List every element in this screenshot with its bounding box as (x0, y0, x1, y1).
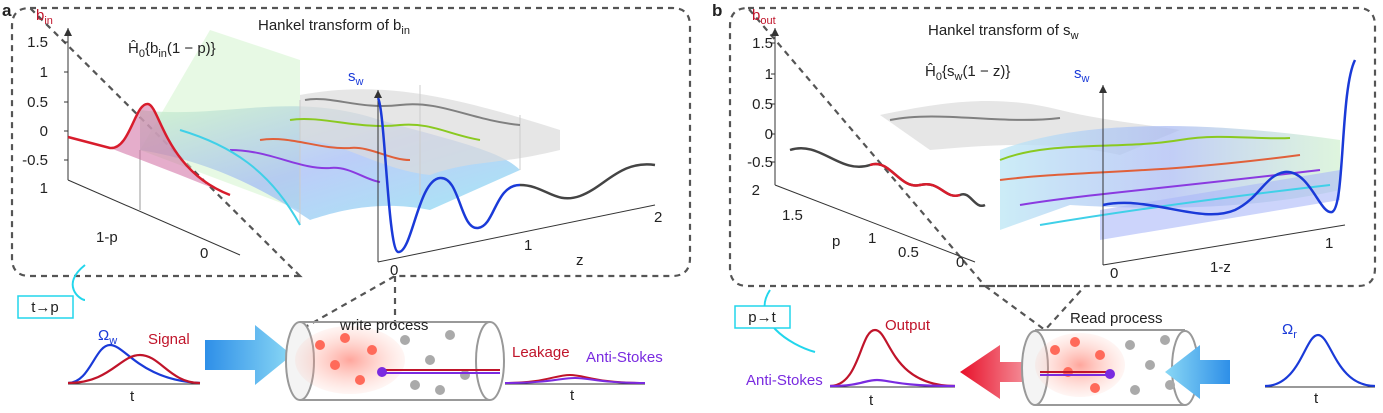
axis-label: 1-p (96, 229, 118, 246)
surface (1100, 170, 1340, 240)
antistokes-pulse (504, 376, 646, 384)
axis (774, 184, 976, 263)
tick-label: 0.5 (27, 94, 48, 111)
output-curve (789, 147, 986, 208)
tick-label: -0.5 (747, 154, 773, 171)
surface (300, 89, 560, 175)
antistokes-label: Anti-Stokes (746, 372, 823, 389)
sw-curve (376, 97, 521, 254)
tick-label: 0 (765, 126, 773, 143)
arrow (763, 289, 816, 353)
axis-label: z (576, 252, 584, 269)
curve (259, 138, 411, 161)
axis-arrow (771, 28, 779, 36)
sw-label: sw (1074, 65, 1090, 85)
curve (289, 118, 481, 141)
vertical-axis-label: bin (36, 7, 53, 27)
curve (1019, 169, 1321, 206)
tick-label: 1 (765, 66, 773, 83)
axis-label: p (832, 233, 840, 250)
tick-label: 0 (40, 123, 48, 140)
time-label: t (1314, 390, 1319, 407)
process-label: write process (339, 317, 428, 334)
transform-label: Ĥ0{sw(1 − z)} (925, 63, 1010, 83)
control-pulse (1264, 333, 1376, 388)
curve (229, 149, 381, 183)
ticks (771, 42, 775, 163)
mapping-box (17, 295, 74, 319)
signal-label: Signal (148, 331, 190, 348)
tick-label: 1 (1325, 235, 1333, 252)
panel-a: a bin Hankel transform of bin 1.5 1 0.5 … (2, 1, 692, 405)
arrow (1165, 345, 1230, 399)
tick-label: 1.5 (27, 34, 48, 51)
axis-label: 1-z (1210, 259, 1231, 276)
time-label: t (130, 388, 135, 405)
tick-label: 1 (40, 64, 48, 81)
transform-label: Ĥ0{bin(1 − p)} (128, 40, 216, 60)
arrow (960, 345, 1035, 399)
tick-label: 0 (1110, 265, 1118, 282)
output-curve (869, 162, 961, 198)
sw-label: sw (348, 68, 364, 88)
control-label: Ωr (1282, 321, 1297, 341)
panel-letter: b (712, 1, 722, 20)
tick-label: 2 (654, 209, 662, 226)
tick-label: 1.5 (752, 35, 773, 52)
panel-letter: a (2, 1, 12, 20)
curve (889, 115, 1061, 121)
antistokes-pulse (829, 378, 956, 388)
tick-label: 0.5 (752, 96, 773, 113)
tick-label: 0 (956, 254, 964, 271)
tick-label: 0 (390, 262, 398, 279)
title: Hankel transform of sw (928, 22, 1079, 42)
output-pulse (829, 328, 956, 388)
axis-arrow (374, 90, 382, 98)
axis (377, 204, 656, 263)
vertical-axis-label: bout (752, 7, 776, 27)
output-label: Output (885, 317, 931, 334)
axis (67, 179, 241, 256)
tick-label: 0 (200, 245, 208, 262)
arrow (205, 325, 292, 385)
mapping-label: t→p (31, 299, 59, 316)
tick-label: 2 (752, 182, 760, 199)
panel-b: b bout Hankel transform of sw 1.5 1 0.5 … (712, 1, 1377, 409)
callout-box (728, 6, 1377, 331)
tick-label: 1.5 (782, 207, 803, 224)
tick-label: 1 (868, 230, 876, 247)
curve (999, 154, 1301, 181)
curve (999, 135, 1291, 161)
signal-pulse (67, 353, 201, 385)
cylinder (285, 321, 505, 401)
curve (179, 129, 301, 226)
leakage-label: Leakage (512, 344, 570, 361)
axis-arrow (64, 28, 72, 36)
tick-label: 1 (40, 180, 48, 197)
sw-curve (519, 163, 656, 200)
axis (1102, 224, 1346, 266)
input-pulse (67, 102, 231, 197)
time-label: t (869, 392, 874, 409)
curve (304, 98, 521, 126)
control-pulse (67, 343, 201, 385)
pulse-fill (110, 103, 230, 195)
cylinder (1021, 329, 1199, 406)
ticks (64, 41, 68, 161)
title: Hankel transform of bin (258, 17, 410, 37)
mapping-box (734, 305, 791, 329)
control-label: Ωw (98, 327, 117, 347)
axis-arrow (1099, 85, 1107, 93)
tick-label: -0.5 (22, 152, 48, 169)
surface (1000, 126, 1340, 230)
mapping-label: p→t (748, 309, 776, 326)
time-label: t (570, 387, 575, 404)
process-label: Read process (1070, 310, 1163, 327)
tick-label: 0.5 (898, 244, 919, 261)
antistokes-label: Anti-Stokes (586, 349, 663, 366)
sw-curve (1102, 59, 1357, 216)
tick-label: 1 (524, 237, 532, 254)
arrow (71, 264, 86, 301)
